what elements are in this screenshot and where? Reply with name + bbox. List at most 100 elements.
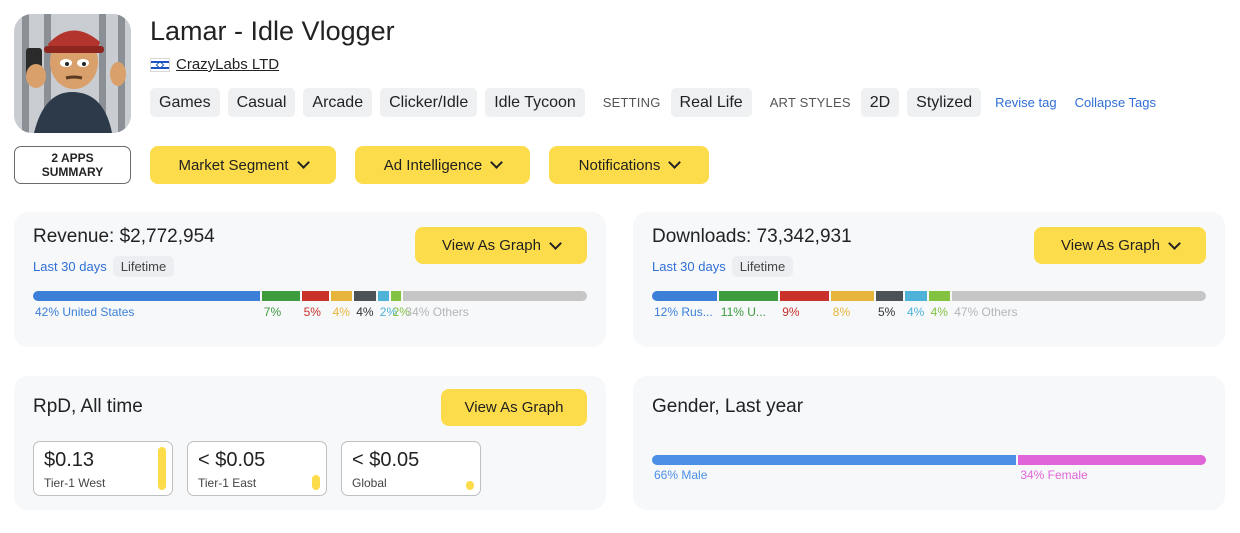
rpd-card: RpD, All time View As Graph $0.13 Tier-1… [14,376,606,510]
rpd-tier1-east: < $0.05 Tier-1 East [187,441,327,496]
tag-row: Games Casual Arcade Clicker/Idle Idle Ty… [150,88,1168,117]
tag-stylized[interactable]: Stylized [907,88,982,117]
israel-flag-icon [150,57,170,72]
summary-line-1: 2 APPS [51,151,94,165]
tag-idle-tycoon[interactable]: Idle Tycoon [485,88,585,117]
summary-line-2: SUMMARY [41,165,104,179]
downloads-period-lifetime[interactable]: Lifetime [731,256,794,277]
chevron-down-icon [668,156,682,169]
publisher[interactable]: CrazyLabs LTD [150,56,279,73]
revenue-segment-1 [261,291,300,301]
rpd-value: $0.13 [44,449,95,471]
revenue-segment-label-0: 42% United States [35,305,135,319]
downloads-segment-label-4: 5% [878,305,896,319]
gender-segment-1 [1018,455,1206,465]
revenue-segment-label-3: 4% [332,305,350,319]
gender-segment-0 [652,455,1017,465]
downloads-segment-3 [830,291,874,301]
market-segment-dropdown[interactable]: Market Segment [150,146,336,184]
downloads-segment-label-5: 4% [907,305,925,319]
collapse-tags-link[interactable]: Collapse Tags [1074,95,1157,110]
downloads-segment-4 [875,291,903,301]
revenue-segment-label-7: 34% Others [405,305,469,319]
tag-casual[interactable]: Casual [227,88,296,117]
art-styles-caption: ART STYLES [769,95,851,110]
gender-title: Gender, Last year [652,396,804,417]
view-as-graph-label: View As Graph [1061,237,1160,254]
revenue-segment-label-4: 4% [356,305,374,319]
apps-summary-button[interactable]: 2 APPS SUMMARY [14,146,131,184]
downloads-segment-label-7: 47% Others [954,305,1018,319]
downloads-segment-label-3: 8% [832,305,851,319]
rpd-label: Tier-1 West [44,476,106,490]
downloads-segment-1 [718,291,779,301]
downloads-card: Downloads: 73,342,931 View As Graph Last… [633,212,1225,347]
downloads-segment-0 [652,291,717,301]
rpd-global: < $0.05 Global [341,441,481,496]
revenue-title: Revenue: $2,772,954 [33,226,215,247]
gender-card: Gender, Last year 66% Male 34% Female [633,376,1225,510]
gender-segment-label-0: 66% Male [654,468,708,482]
downloads-segment-label-0: 12% Rus... [654,305,713,319]
revenue-segment-5 [377,291,389,301]
revenue-segment-label-1: 7% [263,305,282,319]
notifications-label: Notifications [578,156,661,174]
revenue-view-as-graph-button[interactable]: View As Graph [415,227,587,264]
downloads-segment-5 [904,291,927,301]
tag-real-life[interactable]: Real Life [670,88,752,117]
downloads-period-selector: Last 30 days Lifetime [652,256,794,277]
revenue-segment-label-6: 2% [392,305,410,319]
downloads-period-last-30-days[interactable]: Last 30 days [652,259,726,274]
tag-games[interactable]: Games [150,88,220,117]
rpd-view-as-graph-button[interactable]: View As Graph [441,389,587,426]
setting-caption: SETTING [602,95,661,110]
rpd-value: < $0.05 [352,449,420,471]
revenue-segment-6 [390,291,402,301]
view-as-graph-label: View As Graph [464,399,564,416]
market-segment-label: Market Segment [178,156,289,174]
revenue-segment-2 [301,291,329,301]
ad-intelligence-label: Ad Intelligence [383,156,483,174]
chevron-down-icon [296,156,310,169]
app-icon [14,14,131,133]
rpd-label: Global [352,476,387,490]
revenue-card: Revenue: $2,772,954 View As Graph Last 3… [14,212,606,347]
app-icon-image [14,14,131,133]
revenue-segment-3 [330,291,353,301]
app-title: Lamar - Idle Vlogger [150,16,395,46]
chevron-down-icon [490,156,504,169]
rpd-label: Tier-1 East [198,476,257,490]
rpd-title: RpD, All time [33,396,143,417]
rpd-level-bar [466,481,474,490]
revenue-period-selector: Last 30 days Lifetime [33,256,175,277]
revenue-period-lifetime[interactable]: Lifetime [112,256,175,277]
downloads-segment-7 [952,291,1206,301]
downloads-segment-2 [780,291,829,301]
rpd-value: < $0.05 [198,449,266,471]
gender-segment-label-1: 34% Female [1020,468,1088,482]
gender-share-bar [652,455,1206,465]
downloads-segment-label-2: 9% [782,305,800,319]
chevron-down-icon [1168,236,1181,250]
downloads-title: Downloads: 73,342,931 [652,226,852,247]
rpd-level-bar [158,447,166,490]
publisher-link[interactable]: CrazyLabs LTD [176,56,280,73]
chevron-down-icon [549,236,562,250]
downloads-segment-6 [928,291,951,301]
revenue-share-bar [33,291,587,301]
downloads-segment-label-1: 11% U... [720,305,766,319]
revenue-segment-7 [403,291,587,301]
tag-arcade[interactable]: Arcade [303,88,373,117]
revenue-segment-0 [33,291,260,301]
notifications-dropdown[interactable]: Notifications [549,146,709,184]
revenue-period-last-30-days[interactable]: Last 30 days [33,259,107,274]
revenue-segment-label-2: 5% [303,305,321,319]
ad-intelligence-dropdown[interactable]: Ad Intelligence [355,146,530,184]
revenue-segment-label-5: 2% [379,305,398,319]
tag-2d[interactable]: 2D [860,88,900,117]
revise-tag-link[interactable]: Revise tag [995,95,1057,110]
downloads-view-as-graph-button[interactable]: View As Graph [1034,227,1206,264]
downloads-segment-label-6: 4% [930,305,948,319]
tag-clicker-idle[interactable]: Clicker/Idle [380,88,478,117]
downloads-share-bar [652,291,1206,301]
